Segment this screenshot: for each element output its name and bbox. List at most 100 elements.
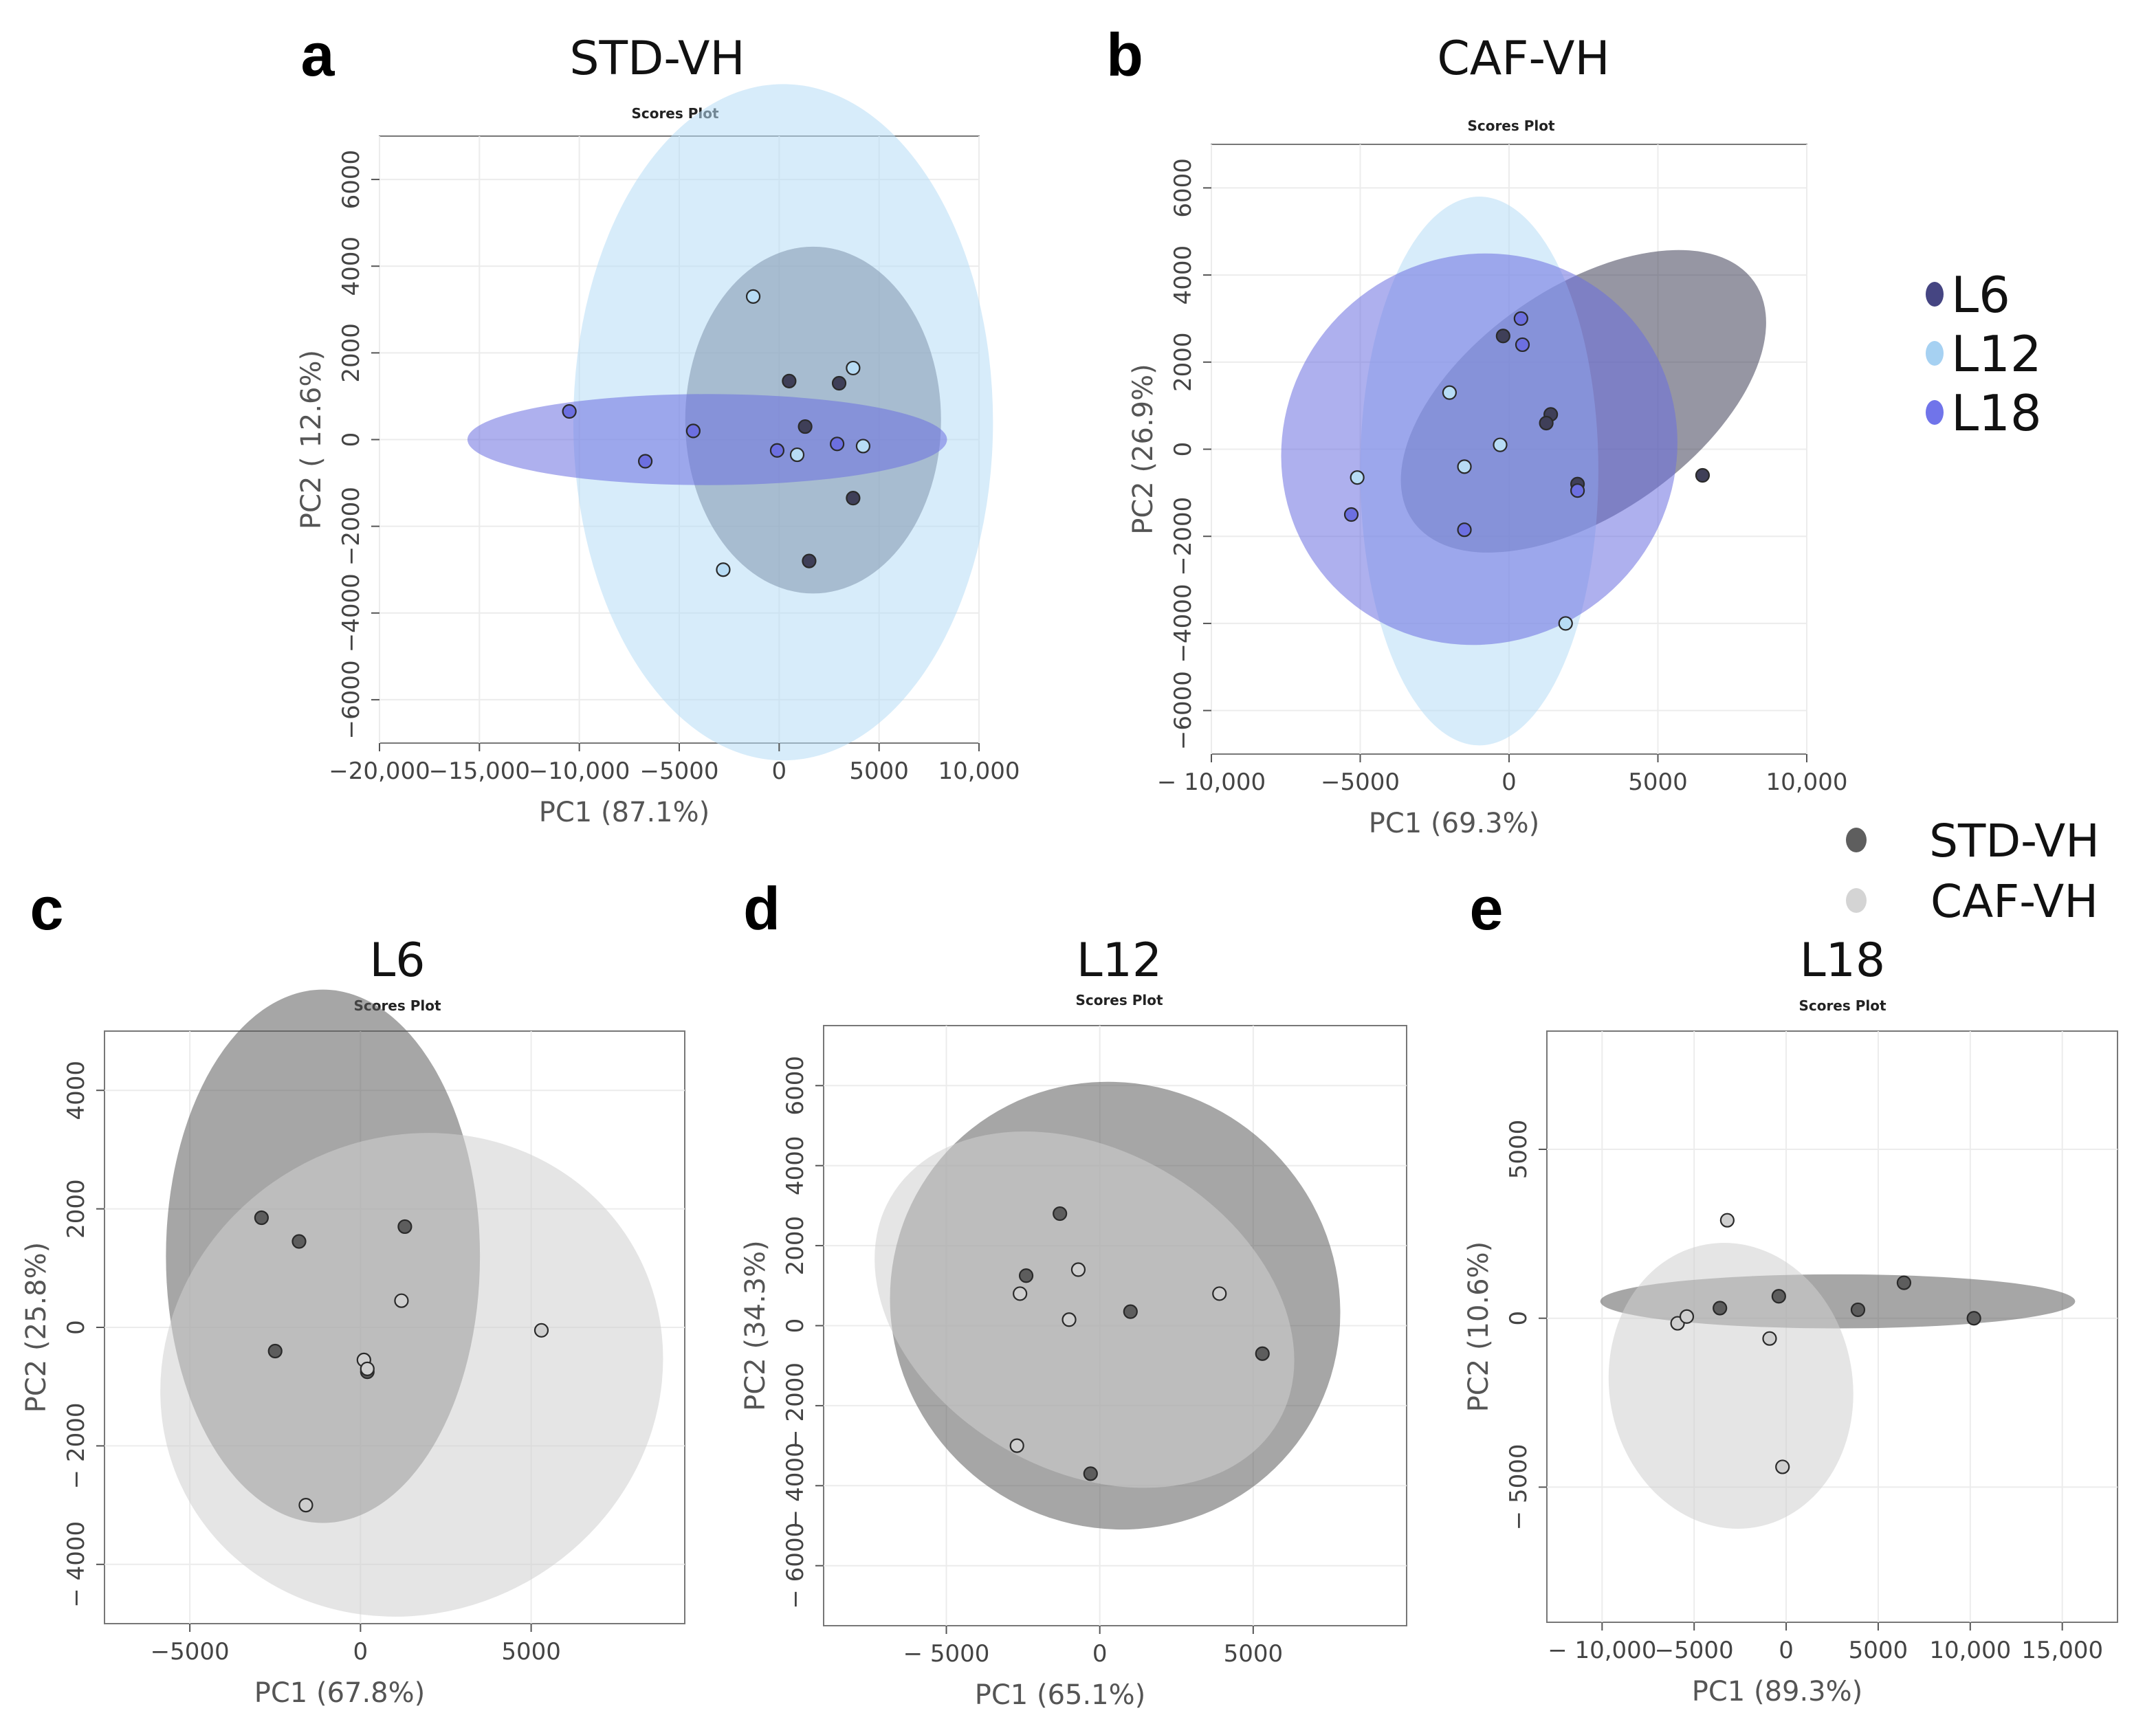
data-point-l6	[782, 373, 797, 388]
y-tick-label: −2000	[1169, 497, 1197, 576]
data-point-l12	[1493, 437, 1508, 452]
panel-letter: e	[1470, 874, 1504, 942]
x-tick-label: 15,000	[2021, 1637, 2103, 1664]
data-point-l18	[1570, 483, 1585, 498]
data-point-l12	[1558, 616, 1573, 631]
data-point-caf-vh	[1719, 1213, 1735, 1228]
y-tick-label: 2000	[1169, 333, 1197, 393]
x-tick-label: 0	[1502, 769, 1517, 796]
data-point-caf-vh	[1009, 1438, 1024, 1453]
x-tick-label: 0	[353, 1638, 368, 1666]
x-tick-label: 0	[772, 758, 787, 785]
x-tick-label: −5000	[639, 758, 718, 785]
data-point-std-vh	[1850, 1302, 1866, 1318]
data-point-l12	[789, 447, 805, 463]
data-point-l18	[1515, 337, 1530, 353]
y-axis-label: PC2 (10.6%)	[1463, 1241, 1495, 1413]
data-point-std-vh	[1123, 1304, 1138, 1319]
x-tick-label: 10,000	[1766, 769, 1848, 796]
y-tick-label: − 5000	[1505, 1444, 1532, 1531]
y-tick-label: 2000	[63, 1179, 90, 1239]
x-tick-label: −5000	[1321, 769, 1400, 796]
data-point-l6	[846, 491, 861, 506]
y-tick-label: − 4000	[63, 1521, 90, 1608]
data-point-std-vh	[1896, 1275, 1912, 1290]
data-point-std-vh	[1018, 1268, 1034, 1283]
y-tick-label: 4000	[1169, 245, 1197, 305]
data-point-std-vh	[397, 1219, 412, 1235]
data-point-caf-vh	[1775, 1459, 1790, 1474]
y-axis-label: PC2 (34.3%)	[740, 1240, 771, 1411]
y-tick-label: 5000	[1505, 1120, 1532, 1180]
y-tick-label: −4000	[338, 573, 365, 652]
data-point-caf-vh	[1013, 1286, 1028, 1301]
data-point-caf-vh	[534, 1323, 549, 1338]
panel-title: L6	[369, 933, 425, 988]
data-point-l12	[1457, 459, 1472, 474]
x-axis-label: PC1 (89.3%)	[1692, 1676, 1863, 1708]
x-tick-label: −5000	[1655, 1637, 1734, 1664]
y-tick-label: 2000	[782, 1216, 809, 1276]
x-tick-label: 5000	[849, 758, 909, 785]
panel-title: STD-VH	[569, 32, 745, 86]
data-point-l12	[1442, 385, 1457, 400]
data-point-l6	[1539, 415, 1554, 431]
data-point-l6	[1495, 329, 1510, 344]
x-tick-label: 5000	[501, 1638, 561, 1666]
panel-subtitle: Scores Plot	[1467, 118, 1555, 134]
data-point-std-vh	[1713, 1301, 1728, 1316]
legend-marker-l18	[1926, 400, 1944, 425]
y-tick-label: − 4000	[782, 1442, 809, 1529]
x-tick-label: − 10,000	[1548, 1637, 1656, 1664]
y-tick-label: − 2000	[782, 1362, 809, 1449]
data-point-l12	[716, 562, 731, 577]
y-tick-label: 0	[1169, 442, 1197, 457]
y-tick-label: 4000	[338, 236, 365, 296]
data-point-caf-vh	[394, 1293, 409, 1308]
y-tick-label: −2000	[338, 487, 365, 566]
confidence-ellipse-caf-vh	[874, 1131, 1295, 1488]
data-point-std-vh	[1771, 1289, 1786, 1304]
y-axis-label: PC2 (26.9%)	[1128, 364, 1159, 535]
y-axis-label: PC2 (25.8%)	[21, 1242, 52, 1413]
x-tick-label: −20,000	[329, 758, 430, 785]
x-tick-label: −10,000	[529, 758, 630, 785]
data-point-caf-vh	[298, 1498, 314, 1513]
panel-title: L12	[1077, 933, 1162, 988]
y-tick-label: −6000	[1169, 671, 1197, 750]
y-tick-label: 6000	[338, 150, 365, 210]
data-point-l12	[1350, 470, 1365, 485]
y-tick-label: 0	[338, 432, 365, 447]
data-point-l12	[855, 439, 871, 454]
x-axis-label: PC1 (67.8%)	[254, 1677, 426, 1709]
x-axis-label: PC1 (87.1%)	[539, 797, 710, 828]
legend-label: L12	[1951, 325, 2042, 383]
y-tick-label: −6000	[338, 660, 365, 739]
data-point-std-vh	[254, 1210, 269, 1226]
legend-label: L18	[1951, 384, 2042, 442]
panel-subtitle: Scores Plot	[1798, 997, 1886, 1014]
x-tick-label: − 10,000	[1157, 769, 1266, 796]
data-point-caf-vh	[1212, 1286, 1227, 1301]
data-point-l6	[802, 553, 817, 568]
data-point-std-vh	[1255, 1346, 1270, 1361]
data-point-l18	[769, 443, 785, 458]
panel-letter: a	[301, 21, 336, 89]
legend-label: STD-VH	[1929, 815, 2100, 867]
panel-letter: d	[743, 874, 780, 942]
y-tick-label: 2000	[338, 323, 365, 383]
x-tick-label: − 5000	[903, 1640, 990, 1668]
panel-e: e L18 Scores Plot − 10,000−5000 0 5000 10,000 1…	[1463, 874, 2118, 1708]
x-tick-label: 10,000	[938, 758, 1020, 785]
panel-d: d L12 Scores Plot − 5000 0 5000 − 6000− 4000− …	[740, 874, 1407, 1711]
y-tick-label: 0	[63, 1320, 90, 1335]
data-point-l18	[1513, 311, 1528, 327]
legend-diets: STD-VH CAF-VH	[1846, 815, 2100, 928]
confidence-ellipse-caf-vh	[160, 1133, 663, 1617]
confidence-ellipse-l18	[1281, 253, 1678, 645]
x-tick-label: −5000	[151, 1638, 230, 1666]
x-axis-label: PC1 (69.3%)	[1369, 808, 1540, 839]
x-tick-label: 5000	[1224, 1640, 1284, 1668]
panel-title: CAF-VH	[1437, 32, 1609, 86]
